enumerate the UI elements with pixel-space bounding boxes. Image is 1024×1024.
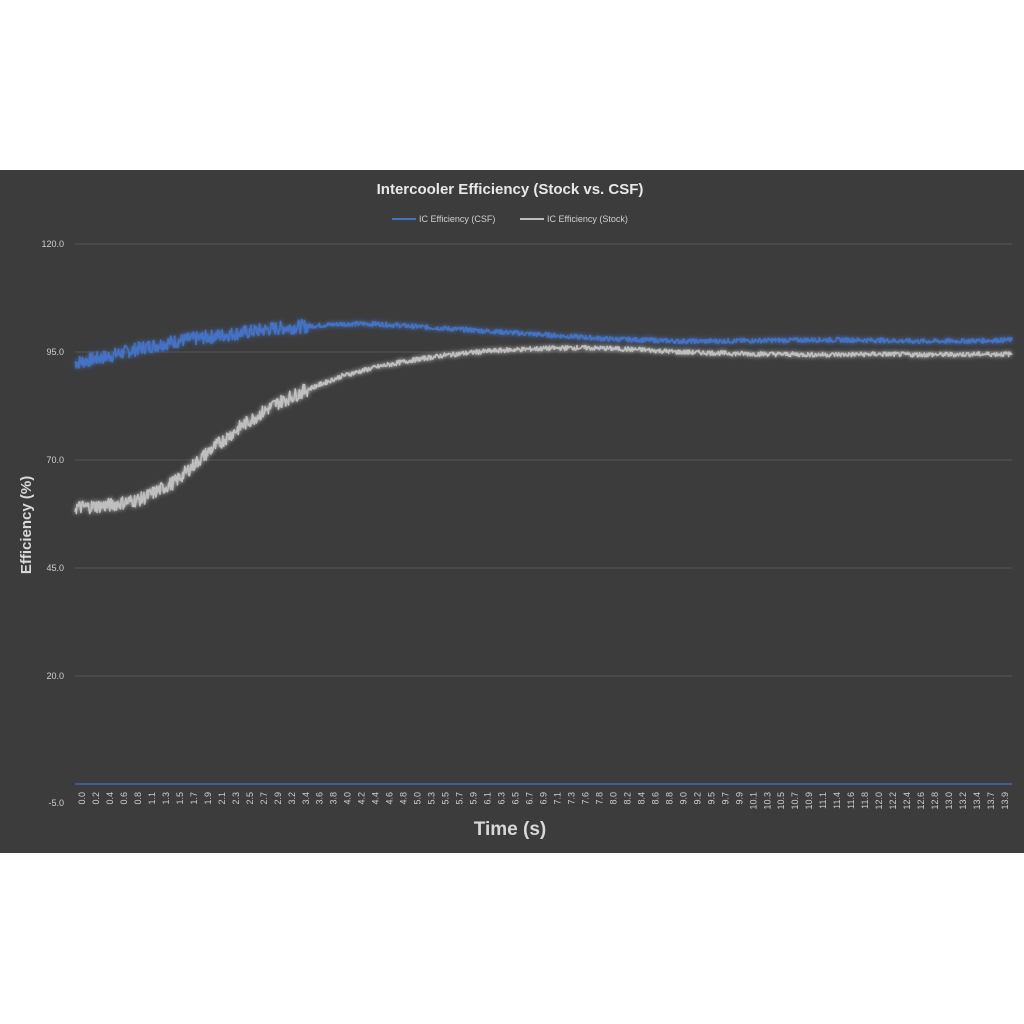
x-tick-label: 12.8 xyxy=(930,792,940,810)
x-tick-label: 9.2 xyxy=(692,792,702,805)
x-tick-label: 1.5 xyxy=(175,792,185,805)
x-tick-label: 4.0 xyxy=(343,792,353,805)
chart-svg: Intercooler Efficiency (Stock vs. CSF) I… xyxy=(18,181,1013,840)
x-tick-label: 0.2 xyxy=(91,792,101,805)
x-tick-label: 3.4 xyxy=(301,792,311,805)
x-tick-label: 2.7 xyxy=(259,792,269,805)
x-tick-label: 3.8 xyxy=(329,792,339,805)
x-tick-label: 8.8 xyxy=(664,792,674,805)
x-tick-label: 6.3 xyxy=(497,792,507,805)
x-tick-label: 5.0 xyxy=(413,792,423,805)
x-tick-label: 6.1 xyxy=(483,792,493,805)
y-axis-label: Efficiency (%) xyxy=(18,476,35,574)
x-tick-label: 1.7 xyxy=(189,792,199,805)
x-tick-label: 0.8 xyxy=(133,792,143,805)
series-line-csf xyxy=(74,318,1013,369)
x-tick-label: 11.4 xyxy=(832,792,842,809)
x-tick-label: 7.8 xyxy=(594,792,604,805)
x-tick-label: 5.5 xyxy=(441,792,451,805)
chart-title: Intercooler Efficiency (Stock vs. CSF) xyxy=(377,181,644,198)
x-tick-label: 1.3 xyxy=(161,792,171,805)
y-axis-ticks: 120.0 95.0 70.0 45.0 20.0 -5.0 xyxy=(41,239,64,808)
x-tick-label: 10.7 xyxy=(790,792,800,810)
x-tick-label: 5.7 xyxy=(455,792,465,805)
x-tick-label: 13.9 xyxy=(1000,792,1010,810)
legend-label: IC Efficiency (Stock) xyxy=(547,214,628,224)
x-tick-label: 7.3 xyxy=(566,792,576,805)
x-tick-label: 6.5 xyxy=(511,792,521,805)
x-tick-label: 8.6 xyxy=(650,792,660,805)
x-tick-label: 9.7 xyxy=(720,792,730,805)
x-tick-label: 10.1 xyxy=(748,792,758,810)
x-tick-label: 10.3 xyxy=(762,792,772,810)
x-tick-label: 4.2 xyxy=(357,792,367,805)
y-tick-label: 70.0 xyxy=(46,455,64,465)
x-tick-label: 7.1 xyxy=(552,792,562,805)
y-tick-label: 20.0 xyxy=(46,671,64,681)
x-tick-label: 12.6 xyxy=(916,792,926,810)
y-tick-label: 120.0 xyxy=(41,239,64,249)
series-group xyxy=(74,318,1013,515)
x-tick-label: 12.4 xyxy=(902,792,912,810)
x-tick-label: 13.2 xyxy=(958,792,968,810)
x-tick-label: 8.0 xyxy=(608,792,618,805)
x-tick-label: 8.2 xyxy=(622,792,632,805)
x-tick-label: 11.6 xyxy=(846,792,856,809)
x-tick-label: 10.5 xyxy=(776,792,786,810)
x-tick-label: 7.6 xyxy=(580,792,590,805)
legend-label: IC Efficiency (CSF) xyxy=(419,214,495,224)
x-tick-label: 0.0 xyxy=(77,792,87,805)
x-tick-label: 9.9 xyxy=(734,792,744,805)
x-tick-label: 9.0 xyxy=(678,792,688,805)
x-axis-label: Time (s) xyxy=(474,819,547,840)
x-axis-ticks: 0.0 0.2 0.4 0.6 0.8 1.1 1.3 1.5 1.7 1.9 2.1 2.3 2.5 2… xyxy=(77,792,1010,810)
x-tick-label: 12.0 xyxy=(874,792,884,810)
legend: IC Efficiency (CSF) IC Efficiency (Stock) xyxy=(392,214,628,224)
x-tick-label: 1.1 xyxy=(147,792,157,805)
x-tick-label: 2.1 xyxy=(217,792,227,805)
x-tick-label: 13.0 xyxy=(944,792,954,810)
x-tick-label: 10.9 xyxy=(804,792,814,810)
series-line-stock xyxy=(74,344,1013,515)
x-tick-label: 2.3 xyxy=(231,792,241,805)
x-tick-label: 5.9 xyxy=(469,792,479,805)
x-tick-label: 4.4 xyxy=(371,792,381,805)
x-tick-label: 4.8 xyxy=(399,792,409,805)
x-tick-label: 5.3 xyxy=(427,792,437,805)
y-tick-label: -5.0 xyxy=(48,798,64,808)
x-tick-label: 2.9 xyxy=(273,792,283,805)
x-tick-label: 2.5 xyxy=(245,792,255,805)
chart-panel: Intercooler Efficiency (Stock vs. CSF) I… xyxy=(0,170,1024,853)
x-tick-label: 6.7 xyxy=(525,792,535,805)
x-tick-label: 11.1 xyxy=(818,792,828,809)
x-tick-label: 12.2 xyxy=(888,792,898,810)
x-tick-label: 13.4 xyxy=(972,792,982,810)
x-tick-label: 3.2 xyxy=(287,792,297,805)
x-tick-label: 13.7 xyxy=(986,792,996,810)
x-tick-label: 4.6 xyxy=(385,792,395,805)
x-tick-label: 1.9 xyxy=(203,792,213,805)
x-tick-label: 0.6 xyxy=(119,792,129,805)
x-tick-label: 8.4 xyxy=(636,792,646,805)
x-tick-label: 11.8 xyxy=(860,792,870,809)
x-tick-label: 9.5 xyxy=(706,792,716,805)
y-tick-label: 95.0 xyxy=(46,347,64,357)
x-tick-label: 0.4 xyxy=(105,792,115,805)
gridlines xyxy=(75,243,1012,785)
x-tick-label: 6.9 xyxy=(539,792,549,805)
y-tick-label: 45.0 xyxy=(46,563,64,573)
x-tick-label: 3.6 xyxy=(315,792,325,805)
